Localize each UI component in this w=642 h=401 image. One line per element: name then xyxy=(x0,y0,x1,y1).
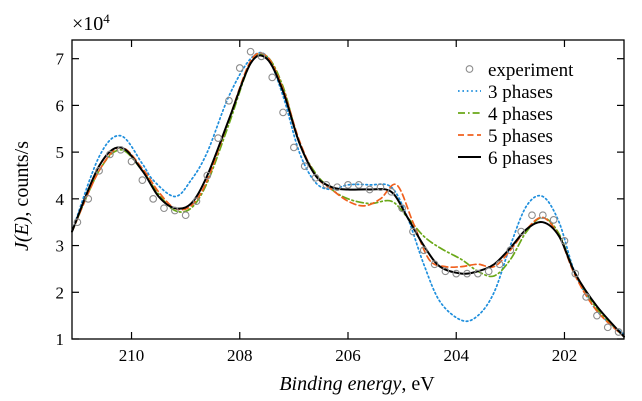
legend-marker-experiment xyxy=(466,66,473,73)
y-tick-label: 2 xyxy=(56,283,65,302)
legend-label: experiment xyxy=(488,60,574,81)
legend-label: 6 phases xyxy=(488,148,553,169)
y-tick-label: 4 xyxy=(56,190,65,209)
legend-label: 5 phases xyxy=(488,126,553,147)
y-axis-multiplier: ×104 xyxy=(72,11,110,36)
y-tick-label: 1 xyxy=(56,330,65,349)
y-axis-label: J(E), counts/s xyxy=(11,141,33,251)
experiment-point xyxy=(150,196,157,203)
experiment-point xyxy=(182,212,189,219)
legend-label: 3 phases xyxy=(488,82,553,103)
experiment-point xyxy=(269,74,276,81)
x-tick-label: 202 xyxy=(552,346,578,365)
experiment-point xyxy=(485,268,492,275)
y-tick-label: 5 xyxy=(56,143,65,162)
experiment-point xyxy=(215,135,222,142)
x-axis-label: Binding energy, eV xyxy=(279,373,435,395)
experiment-point xyxy=(128,158,135,165)
x-tick-label: 210 xyxy=(119,346,145,365)
experiment-point xyxy=(291,144,298,151)
experiment-point xyxy=(529,212,536,219)
y-tick-label: 3 xyxy=(56,237,65,256)
y-tick-label: 7 xyxy=(56,50,65,69)
experiment-point xyxy=(594,312,601,319)
experiment-point xyxy=(247,48,254,55)
experiment-point xyxy=(604,324,611,331)
experiment-point xyxy=(139,177,146,184)
experiment-point xyxy=(280,109,287,116)
x-tick-label: 204 xyxy=(443,346,469,365)
legend-label: 4 phases xyxy=(488,104,553,125)
x-tick-label: 206 xyxy=(335,346,361,365)
experiment-point xyxy=(550,217,557,224)
x-tick-label: 208 xyxy=(227,346,253,365)
experiment-point xyxy=(161,205,168,212)
y-tick-label: 6 xyxy=(56,96,65,115)
experiment-point xyxy=(236,65,243,72)
